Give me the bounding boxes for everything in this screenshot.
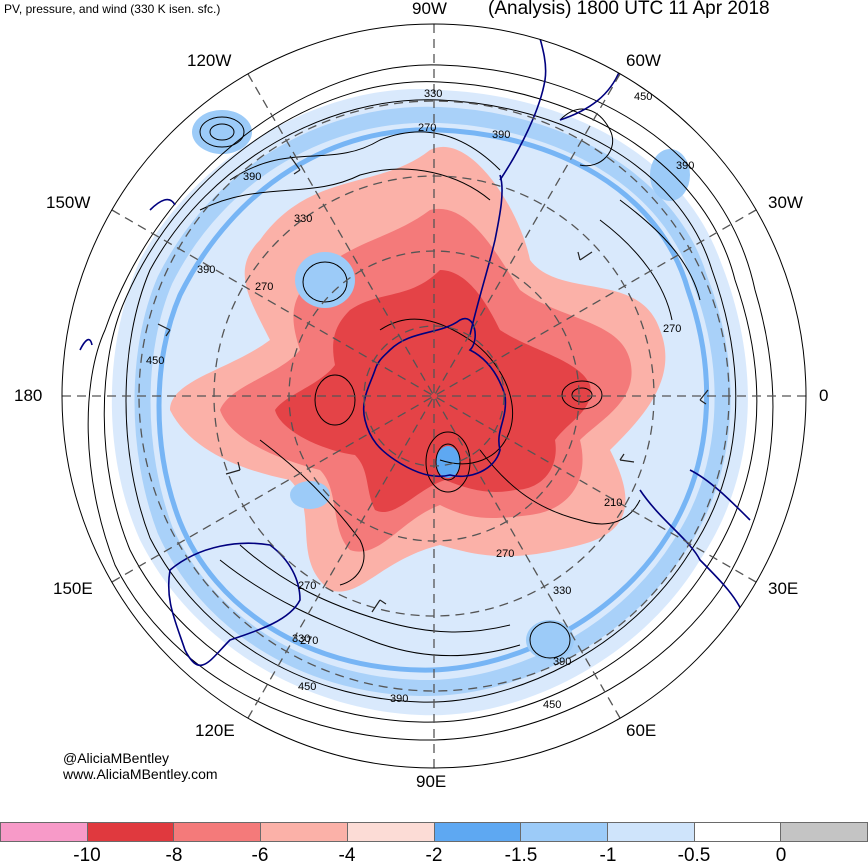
- pv-blue-patch: [526, 620, 574, 660]
- contour-label: 390: [676, 160, 694, 172]
- contour-label: 450: [634, 91, 652, 103]
- credit-twitter: @AliciaMBentley: [63, 750, 170, 766]
- lon-label-60e: 60E: [626, 721, 657, 740]
- contour-label: 390: [553, 656, 571, 668]
- colorbar-tick: -6: [251, 845, 269, 866]
- colorbar-segment: [606, 822, 694, 842]
- colorbar-tick: -1: [599, 845, 617, 866]
- lon-label-30w: 30W: [768, 193, 803, 212]
- lon-label-90w: 90W: [412, 0, 447, 18]
- contour-label: 390: [243, 171, 261, 183]
- lon-label-150w: 150W: [46, 193, 91, 212]
- contour-label: 270: [418, 122, 436, 134]
- colorbar-segment: [260, 822, 347, 842]
- colorbar-segment: [346, 822, 434, 842]
- pv-blue-patch: [295, 252, 355, 308]
- contour-labels: 330 270 390 450 390 390 330 270 390 270 …: [146, 88, 694, 711]
- contour-label: 390: [390, 693, 408, 705]
- colorbar-tick: -0.5: [677, 845, 711, 866]
- contour-label: 270: [663, 323, 681, 335]
- colorbar-segment: [0, 822, 87, 842]
- contour-label: 270: [300, 635, 318, 647]
- colorbar-segment: [780, 822, 868, 842]
- map-boundary: [61, 23, 807, 769]
- wind-barbs: [157, 155, 709, 613]
- colorbar: [0, 822, 868, 842]
- contour-label: 270: [496, 548, 514, 560]
- lon-label-30e: 30E: [768, 579, 799, 598]
- contour-label: 330: [553, 585, 571, 597]
- pressure-contours: [87, 64, 774, 741]
- coastlines: [79, 24, 751, 666]
- lon-label-90e: 90E: [416, 772, 447, 791]
- pv-shade-red-dark: [275, 270, 591, 513]
- colorbar-tick: 0: [775, 845, 787, 866]
- colorbar-segment: [433, 822, 521, 842]
- contour-label: 270: [298, 580, 316, 592]
- contour-label: 210: [604, 497, 622, 509]
- lat-lon-grid: [62, 24, 806, 768]
- pv-shade-blue-ring: [156, 127, 710, 673]
- colorbar-tick: -10: [73, 845, 101, 866]
- credit-website: www.AliciaMBentley.com: [63, 766, 218, 782]
- contour-label: 450: [298, 681, 316, 693]
- lon-label-0: 0: [819, 386, 829, 405]
- contour-label: 450: [543, 699, 561, 711]
- pv-blue-patch: [290, 481, 330, 509]
- contour-label: 450: [146, 355, 164, 367]
- pv-blue-patch: [650, 149, 690, 201]
- contour-label: 330: [424, 88, 442, 100]
- lon-label-150e: 150E: [53, 579, 93, 598]
- lon-label-60w: 60W: [626, 51, 661, 70]
- map-subtitle: PV, pressure, and wind (330 K isen. sfc.…: [4, 2, 221, 16]
- map-field: [62, 24, 806, 768]
- colorbar-segment: [86, 822, 174, 842]
- colorbar-tick: -1.5: [504, 845, 538, 866]
- colorbar-segment: [173, 822, 261, 842]
- colorbar-tick: -8: [165, 845, 183, 866]
- contour-label: 330: [292, 633, 310, 645]
- contour-label: 390: [197, 264, 215, 276]
- colorbar-tick: -4: [338, 845, 356, 866]
- colorbar-segment: [520, 822, 607, 842]
- polar-map: 330 270 390 450 390 390 330 270 390 270 …: [61, 23, 807, 769]
- map-title: (Analysis) 1800 UTC 11 Apr 2018: [488, 0, 770, 19]
- lon-label-180: 180: [14, 386, 43, 405]
- contour-label: 270: [255, 281, 273, 293]
- colorbar-segment: [693, 822, 781, 842]
- colorbar-tick: -2: [425, 845, 443, 866]
- pv-shade-mid-blue: [134, 106, 731, 697]
- contour-label: 330: [294, 213, 312, 225]
- lon-label-120e: 120E: [195, 721, 235, 740]
- contour-label: 390: [492, 129, 510, 141]
- lon-label-120w: 120W: [187, 51, 232, 70]
